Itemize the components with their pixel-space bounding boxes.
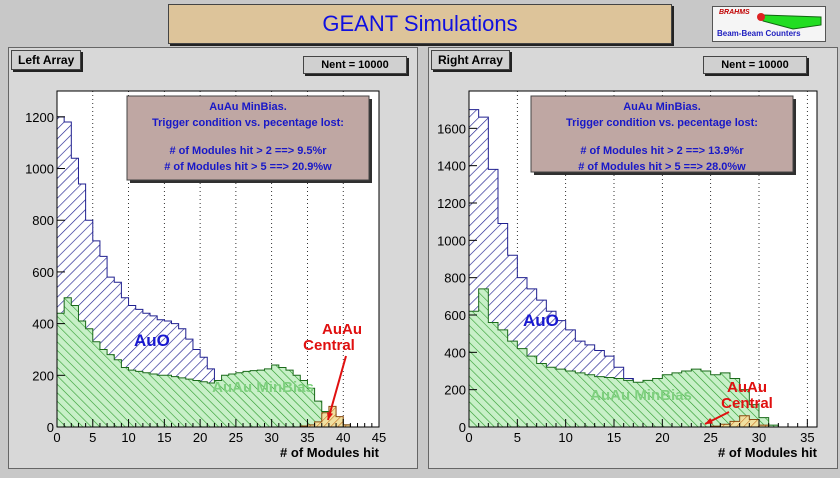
minbias-series	[56, 297, 379, 428]
info-line-gt5: # of Modules hit > 5 ==> 20.9%w	[164, 161, 332, 173]
y-tick-label: 0	[47, 420, 54, 435]
info-line-gt2: # of Modules hit > 2 ==> 9.5%r	[169, 145, 327, 157]
y-tick-label: 800	[32, 213, 54, 228]
info-box	[530, 95, 794, 173]
x-tick-label: 25	[703, 430, 717, 445]
y-tick-label: 1200	[437, 196, 466, 211]
nent-label: Nent = 10000	[703, 56, 807, 74]
y-tick-label: 0	[459, 420, 466, 435]
x-tick-label: 5	[514, 430, 521, 445]
page-title: GEANT Simulations	[322, 11, 518, 36]
central-label-line2: Central	[721, 395, 773, 412]
y-tick-label: 1600	[437, 121, 466, 136]
x-tick-label: 10	[121, 430, 135, 445]
info-line-condition: Trigger condition vs. pecentage lost:	[152, 117, 344, 129]
info-line-title: AuAu MinBias.	[623, 101, 701, 113]
y-tick-label: 200	[32, 368, 54, 383]
central-label-line1: AuAu	[322, 321, 362, 338]
x-tick-label: 30	[264, 430, 278, 445]
auo-label: AuO	[523, 311, 559, 330]
info-box	[126, 95, 370, 181]
minbias-label: AuAu MinBias	[590, 387, 692, 404]
logo-subtitle: Beam-Beam Counters	[717, 29, 801, 38]
central-label-line2: Central	[303, 337, 355, 354]
y-tick-label: 400	[32, 317, 54, 332]
x-tick-label: 20	[193, 430, 207, 445]
central-arrow-head	[326, 412, 333, 420]
y-tick-label: 600	[32, 265, 54, 280]
x-tick-label: 0	[53, 430, 60, 445]
logo: BRAHMS Beam-Beam Counters	[712, 6, 826, 42]
y-tick-label: 200	[444, 383, 466, 398]
x-tick-label: 5	[89, 430, 96, 445]
x-tick-label: 15	[157, 430, 171, 445]
x-tick-label: 15	[607, 430, 621, 445]
x-axis-label: # of Modules hit	[280, 445, 380, 460]
minbias-label: AuAu MinBias	[212, 379, 314, 396]
left-histogram: 0 5 10 15 20 25 30 35 40 45 0 200 400 600 800 1000 1200 #…	[25, 90, 386, 460]
y-tick-label: 1400	[437, 159, 466, 174]
x-tick-label: 40	[336, 430, 350, 445]
x-tick-label: 0	[465, 430, 472, 445]
right-array-label: Right Array	[431, 50, 510, 70]
left-array-label: Left Array	[11, 50, 82, 70]
right-histogram: 0 5 10 15 20 25 30 35 0 200 400 600 800 1000 1200 1400 1…	[437, 90, 818, 460]
info-line-condition: Trigger condition vs. pecentage lost:	[566, 117, 758, 129]
x-tick-label: 45	[372, 430, 386, 445]
y-tick-label: 1000	[25, 162, 54, 177]
auo-label: AuO	[134, 331, 170, 350]
x-axis-label: # of Modules hit	[718, 445, 818, 460]
central-label-line1: AuAu	[727, 379, 767, 396]
left-array-panel: 0 5 10 15 20 25 30 35 40 45 0 200 400 600 800 1000 1200 #…	[8, 47, 418, 469]
minbias-series	[468, 288, 817, 428]
info-line-title: AuAu MinBias.	[209, 101, 287, 113]
title-box: GEANT Simulations	[168, 4, 672, 44]
info-line-gt2: # of Modules hit > 2 ==> 13.9%r	[580, 145, 744, 157]
x-tick-label: 35	[800, 430, 814, 445]
y-tick-label: 800	[444, 271, 466, 286]
nent-label: Nent = 10000	[303, 56, 407, 74]
y-tick-label: 1200	[25, 110, 54, 125]
logo-graphic	[757, 13, 822, 30]
logo-brand: BRAHMS	[719, 9, 750, 16]
y-tick-label: 1000	[437, 233, 466, 248]
x-tick-label: 35	[300, 430, 314, 445]
x-tick-label: 30	[752, 430, 766, 445]
central-arrow	[327, 355, 347, 421]
x-tick-label: 10	[558, 430, 572, 445]
y-tick-label: 600	[444, 308, 466, 323]
x-tick-label: 20	[655, 430, 669, 445]
info-line-gt5: # of Modules hit > 5 ==> 28.0%w	[578, 161, 746, 173]
x-tick-label: 25	[229, 430, 243, 445]
right-array-panel: 0 5 10 15 20 25 30 35 0 200 400 600 800 1000 1200 1400 1…	[428, 47, 838, 469]
central-arrow-head	[705, 417, 713, 424]
y-tick-label: 400	[444, 345, 466, 360]
